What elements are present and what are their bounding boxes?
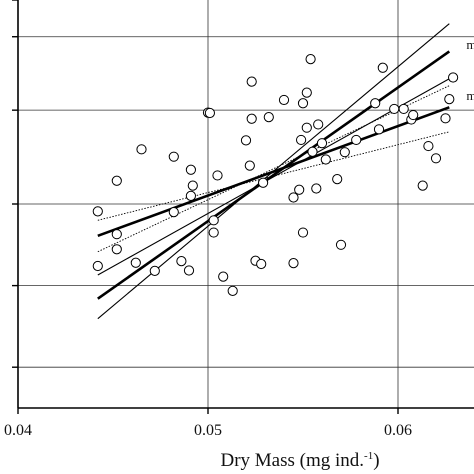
data-point (278, 94, 290, 106)
annotation-label: m (466, 88, 474, 103)
data-point (263, 111, 274, 123)
data-point (417, 180, 428, 191)
data-point (176, 256, 187, 267)
data-point (307, 146, 318, 157)
gridlines (18, 0, 474, 408)
data-point (316, 138, 328, 149)
data-point (377, 62, 388, 73)
data-point (244, 160, 255, 171)
data-point (440, 113, 451, 124)
data-point (111, 175, 122, 186)
data-point (301, 87, 312, 98)
data-point (296, 134, 307, 146)
data-point (448, 72, 459, 83)
data-point (168, 207, 179, 218)
data-point (204, 107, 215, 119)
data-point (168, 151, 179, 162)
data-point (313, 119, 324, 130)
data-point (320, 154, 331, 165)
data-point (256, 258, 267, 270)
data-point (208, 215, 219, 226)
data-point (130, 257, 141, 268)
data-point (297, 98, 309, 109)
data-point (398, 103, 409, 115)
data-point (111, 229, 122, 240)
data-point (332, 174, 343, 185)
data-point (240, 135, 252, 146)
annotation-label: m (466, 37, 474, 52)
x-tick-label: 0.06 (384, 422, 412, 439)
data-point (185, 190, 196, 201)
x-tick-label: 0.05 (194, 422, 222, 439)
axes (12, 0, 474, 414)
data-point (185, 164, 196, 175)
data-point (183, 265, 195, 276)
data-point (339, 147, 350, 158)
data-point (208, 227, 219, 238)
data-point (92, 260, 103, 272)
data-point (149, 265, 160, 277)
data-point (111, 244, 122, 255)
tick-labels: 0.04 0.05 0.06 m m (4, 37, 474, 439)
data-point (246, 113, 257, 124)
data-point (301, 122, 312, 133)
data-point (311, 183, 322, 194)
regression-lines (97, 23, 451, 320)
data-point (373, 124, 385, 135)
regression-line-thin (97, 23, 450, 320)
data-point (218, 271, 229, 282)
x-tick-label: 0.04 (4, 422, 32, 439)
data-point (92, 206, 103, 217)
x-axis-title: Dry Mass (mg ind.-1) (220, 450, 379, 471)
data-point (430, 153, 442, 164)
data-point (294, 184, 305, 195)
data-point (246, 76, 257, 87)
data-point (288, 258, 299, 269)
data-point (335, 239, 347, 250)
data-point (305, 54, 316, 65)
data-point (351, 134, 362, 146)
data-point (258, 177, 269, 188)
data-point (423, 140, 434, 152)
data-points (92, 54, 459, 297)
data-point (370, 98, 381, 109)
data-point (187, 180, 198, 191)
data-point (212, 170, 223, 181)
regression-line-thick (97, 50, 451, 300)
data-point (288, 192, 299, 203)
data-point (444, 94, 455, 105)
data-point (408, 109, 419, 121)
data-point (389, 103, 400, 115)
data-point (227, 285, 238, 297)
data-point (297, 227, 309, 238)
data-point (136, 144, 147, 155)
